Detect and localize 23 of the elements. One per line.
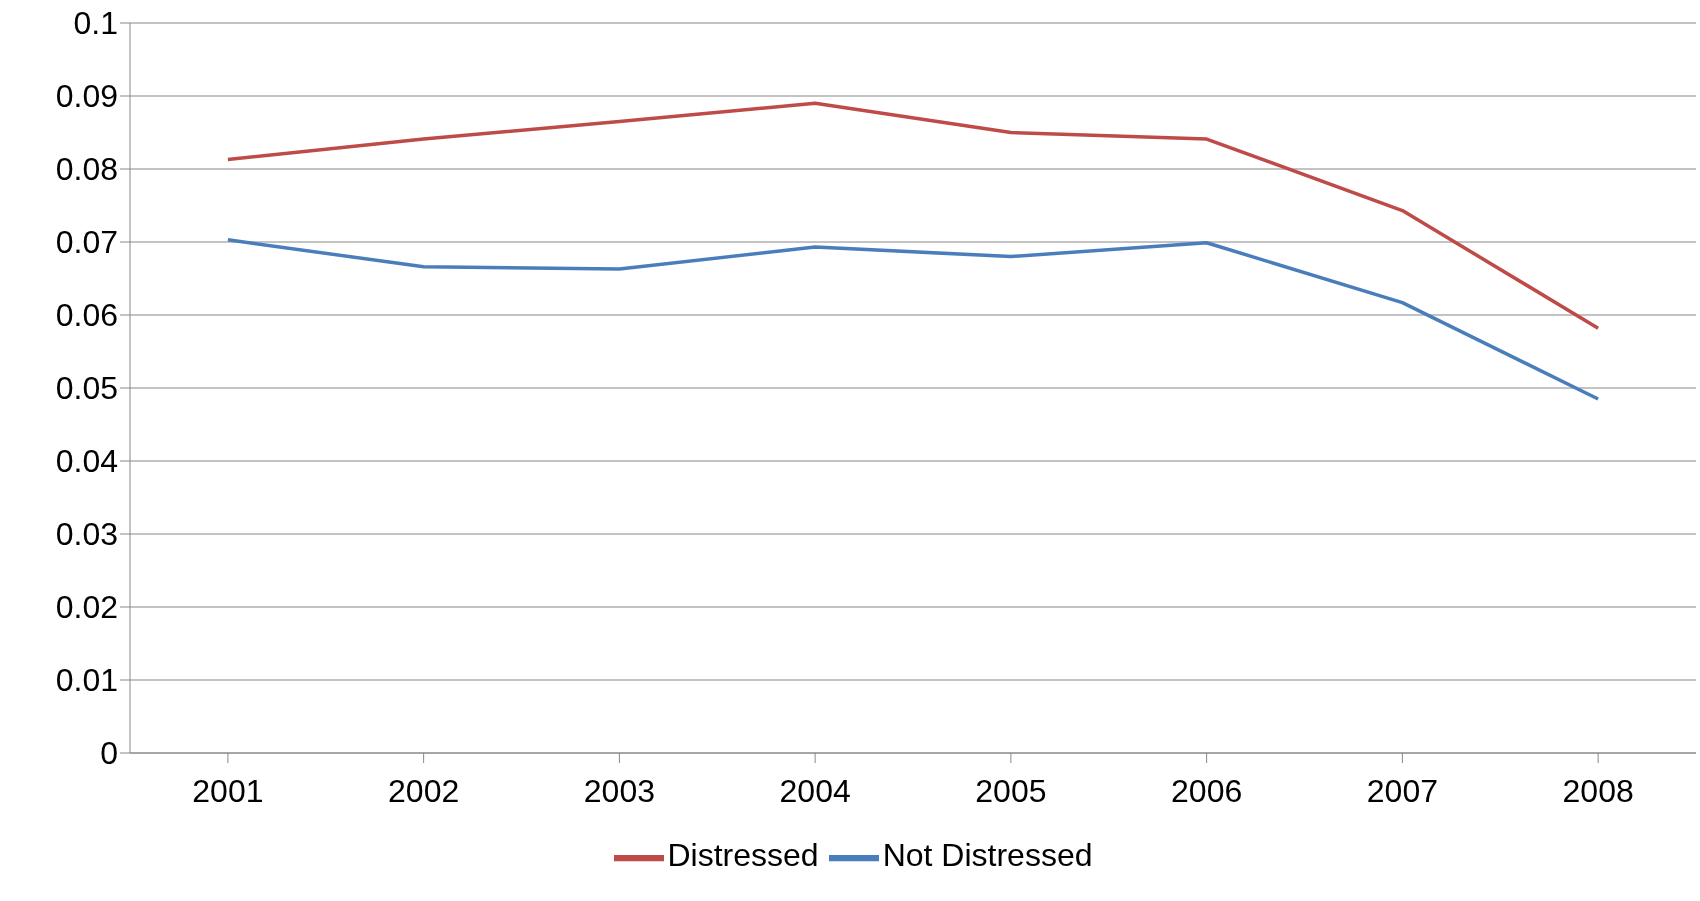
x-tick-label: 2005 [975, 772, 1047, 809]
line-series [226, 101, 1600, 330]
x-tick-label: 2001 [192, 772, 264, 809]
line-series [226, 238, 1600, 401]
y-tick-label: 0.03 [55, 516, 118, 553]
y-tick-label: 0.01 [55, 662, 118, 699]
x-tick-label: 2003 [583, 772, 655, 809]
y-tick-label: 0 [100, 735, 118, 772]
x-tick-label: 2006 [1171, 772, 1243, 809]
legend-label: Distressed [667, 837, 819, 874]
y-tick-label: 0.06 [55, 297, 118, 334]
y-tick-label: 0.08 [55, 151, 118, 188]
legend-label: Not Distressed [882, 837, 1093, 874]
x-tick-label: 2008 [1562, 772, 1634, 809]
y-tick-label: 0.02 [55, 589, 118, 626]
x-tick-label: 2002 [388, 772, 460, 809]
y-tick-label: 0.04 [55, 443, 118, 480]
x-tick-label: 2004 [779, 772, 851, 809]
x-tick-label: 2007 [1366, 772, 1438, 809]
y-tick-label: 0.09 [55, 78, 118, 115]
y-tick-label: 0.07 [55, 224, 118, 261]
y-tick-label: 0.1 [73, 5, 118, 42]
y-tick-label: 0.05 [55, 370, 118, 407]
